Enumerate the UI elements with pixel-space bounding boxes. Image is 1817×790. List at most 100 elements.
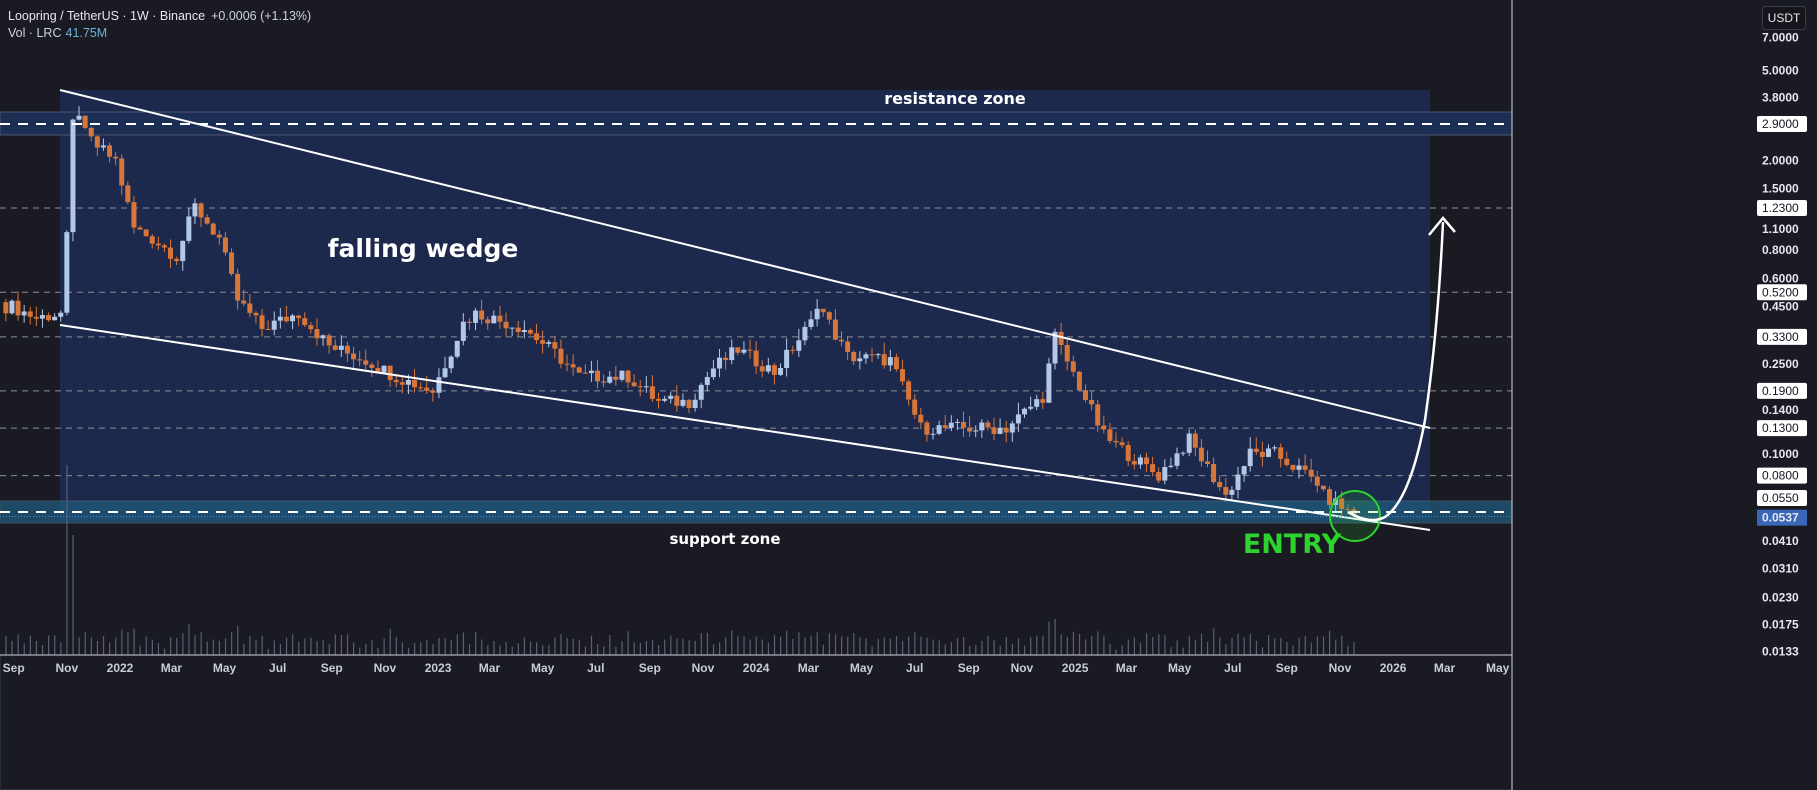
volume-bar (1127, 639, 1129, 655)
candle-down (241, 300, 247, 304)
volume-bar (981, 640, 983, 655)
candle-down (820, 308, 826, 313)
price-tick: 1.5000 (1762, 182, 1799, 196)
candle-up (180, 240, 186, 262)
volume-bar (200, 632, 202, 655)
time-tick: Nov (56, 661, 79, 675)
candle-down (1284, 458, 1290, 465)
candle-down (253, 312, 259, 316)
time-tick: Mar (798, 661, 820, 675)
price-marker-bg (1757, 284, 1807, 301)
candle-up (491, 315, 497, 324)
volume-bar (584, 646, 587, 655)
volume-bar (597, 643, 599, 655)
candle-up (405, 380, 411, 385)
candle-down (222, 237, 228, 253)
candle-down (1107, 429, 1113, 441)
price-tick: 0.0310 (1762, 561, 1799, 575)
volume-bar (475, 632, 477, 655)
volume-bar (1188, 635, 1190, 655)
candle-up (442, 368, 448, 378)
time-tick: Jul (587, 661, 604, 675)
volume-bar (60, 642, 62, 655)
candle-down (497, 315, 503, 322)
candle-down (906, 381, 912, 400)
volume-bar (48, 635, 50, 655)
price-marker-label: 0.3300 (1762, 330, 1799, 344)
volume-bar (719, 642, 721, 655)
volume-bar (1286, 642, 1288, 655)
volume-bar (1072, 631, 1075, 655)
volume-bar (157, 642, 160, 655)
volume-bar (633, 642, 635, 655)
candle-down (656, 398, 662, 401)
volume-bar (5, 636, 7, 655)
candle-down (1314, 476, 1320, 486)
candle-down (479, 310, 485, 320)
wedge-lower-line (59, 324, 1431, 531)
volume-bar (1152, 637, 1154, 655)
volume-bar (645, 640, 648, 655)
candle-down (82, 115, 88, 128)
candle-down (351, 353, 357, 360)
candle-down (1308, 469, 1314, 477)
candle-up (1174, 453, 1180, 466)
volume-bar (590, 635, 593, 655)
candle-up (954, 421, 960, 423)
volume-bar (206, 641, 208, 655)
candle-down (881, 354, 887, 366)
candle-up (729, 347, 735, 361)
candle-down (582, 372, 588, 374)
candle-down (845, 341, 851, 353)
candle-up (186, 216, 192, 241)
candle-down (753, 350, 759, 367)
candle-up (588, 370, 594, 374)
volume-bar (66, 465, 68, 655)
candle-up (381, 365, 387, 373)
candle-down (601, 381, 607, 383)
candle-up (875, 354, 881, 356)
candle-down (412, 380, 418, 388)
volume-bar (377, 647, 379, 655)
volume-bar (1091, 635, 1093, 655)
volume-bar (35, 640, 38, 655)
price-tick: 0.2500 (1762, 357, 1799, 371)
volume-bar (944, 644, 946, 655)
volume-bar (407, 647, 410, 655)
currency-button[interactable]: USDT (1762, 6, 1806, 30)
volume-bar (682, 638, 684, 655)
volume-bar (444, 637, 446, 655)
candle-up (930, 433, 936, 435)
symbol-title[interactable]: Loopring / TetherUS · 1W · Binance (8, 9, 206, 23)
volume-bar (517, 643, 519, 655)
volume-bar (1274, 638, 1276, 655)
volume-bar (414, 642, 416, 655)
volume-bar (1268, 635, 1270, 655)
candle-up (1015, 414, 1021, 424)
volume-bar (1158, 634, 1160, 655)
volume-bar (243, 643, 245, 655)
last-price-marker-bg (1757, 509, 1807, 526)
volume-bar (725, 637, 727, 655)
volume-bar (694, 640, 696, 655)
volume-bar (883, 637, 885, 655)
volume-label: Vol · LRC (8, 26, 62, 40)
volume-bar (627, 631, 629, 655)
volume-bar (267, 648, 269, 655)
price-marker-label: 0.1900 (1762, 384, 1799, 398)
price-tick: 7.0000 (1762, 31, 1799, 45)
time-tick: Sep (321, 661, 343, 675)
volume-bar (17, 634, 19, 655)
candle-down (893, 357, 899, 370)
volume-bar (29, 635, 31, 655)
price-marker-label: 0.1300 (1762, 421, 1799, 435)
volume-bar (395, 636, 397, 655)
candle-down (851, 352, 857, 362)
volume-bar (572, 638, 574, 655)
volume-bar (426, 640, 428, 655)
volume-bar (499, 645, 501, 655)
time-tick: Mar (1116, 661, 1138, 675)
candle-down (149, 236, 155, 244)
candle-down (1119, 442, 1125, 446)
